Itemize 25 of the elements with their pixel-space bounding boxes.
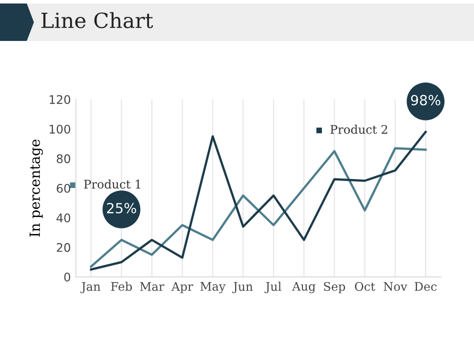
x-tick-label: Mar (140, 282, 164, 291)
x-tick-label: Jan (80, 282, 100, 294)
y-axis-title: In percentage (30, 140, 43, 237)
x-tick-label: Sep (324, 282, 346, 294)
y-tick-label: 60 (56, 184, 70, 193)
legend-label: Product 1 (84, 179, 140, 189)
legend-label: Product 2 (330, 124, 388, 134)
x-tick-label: Jul (264, 282, 282, 294)
annotation: 25% (107, 202, 136, 214)
x-tick-label: Nov (384, 282, 408, 291)
x-tick-label: Aug (292, 282, 316, 294)
x-tick-label: Oct (354, 282, 376, 291)
y-tick-label: 80 (56, 154, 70, 164)
chart-title: Line Chart (41, 12, 154, 28)
x-tick-label: Jun (232, 282, 253, 294)
x-tick-label: May (200, 282, 226, 294)
y-tick-label: 20 (56, 243, 70, 252)
y-tick-label: 100 (50, 124, 70, 134)
x-tick-label: Apr (171, 282, 194, 294)
annotation: 98% (411, 94, 440, 106)
x-tick-label: Feb (111, 282, 132, 291)
x-tick-label: Dec (414, 282, 437, 291)
y-tick-label: 40 (56, 213, 70, 222)
y-tick-label: 120 (50, 95, 70, 104)
y-tick-label: 0 (64, 272, 70, 282)
